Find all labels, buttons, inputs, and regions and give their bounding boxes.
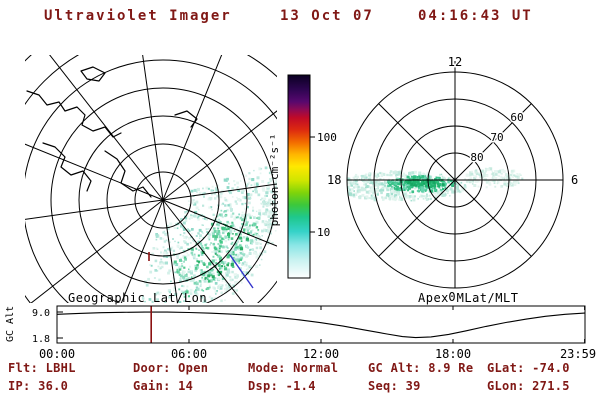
status-glat: GLat: -74.0 [487, 361, 570, 375]
strip-ytick-1.8: 1.8 [32, 334, 50, 345]
geo-aurora-layer [141, 166, 277, 303]
status-glon: GLon: 271.5 [487, 379, 570, 393]
mlat-label-80: 80 [470, 151, 483, 164]
left-panel-caption: Geographic Lat/Lon [68, 291, 208, 305]
status-ip: IP: 36.0 [8, 379, 69, 393]
colorbar-units-label: photon cm⁻²s⁻¹ [268, 134, 281, 227]
status-door: Door: Open [133, 361, 209, 375]
xtick-2359: 23:59 [560, 347, 596, 361]
geo-grid-layer [25, 55, 277, 303]
mlt-label-6: 6 [571, 173, 578, 187]
strip-frame [56, 305, 586, 344]
mlt-grid-layer [346, 61, 564, 289]
geographic-polar-map [25, 55, 277, 303]
status-mode: Mode: Normal [248, 361, 339, 375]
strip-ytick-9: 9.0 [32, 308, 50, 319]
colorbar-tick-label-10: 10 [317, 226, 330, 239]
right-panel-caption: Apex MLat/MLT [418, 291, 519, 305]
mlat-label-70: 70 [490, 131, 503, 144]
strip-ylabel: GC Alt [5, 306, 16, 342]
mlt-label-18: 18 [327, 173, 341, 187]
apex-mlt-polar-plot: 12 18 6 0 60 70 80 [326, 55, 580, 306]
xtick-0600: 06:00 [171, 347, 207, 361]
app-title: Ultraviolet Imager [44, 8, 232, 24]
status-dsp: Dsp: -1.4 [248, 379, 316, 393]
altitude-strip-chart: GC Alt 9.0 1.8 00:00 06:00 12:00 18:00 2… [5, 305, 596, 361]
xtick-1200: 12:00 [303, 347, 339, 361]
xtick-0000: 00:00 [39, 347, 75, 361]
mlt-label-0: 0 [448, 290, 455, 304]
mlat-label-60: 60 [510, 111, 523, 124]
colorbar-tick-label-100: 100 [317, 131, 337, 144]
mlt-label-12: 12 [448, 55, 462, 69]
header-date: 13 Oct 07 [280, 8, 374, 24]
header-time: 04:16:43 UT [418, 8, 533, 24]
status-flt: Flt: LBHL [8, 361, 76, 375]
xtick-1800: 18:00 [435, 347, 471, 361]
colorbar: photon cm⁻²s⁻¹ 100 10 [268, 74, 337, 279]
status-gcalt: GC Alt: 8.9 Re [368, 361, 474, 375]
status-seq: Seq: 39 [368, 379, 421, 393]
status-gain: Gain: 14 [133, 379, 194, 393]
colorbar-gradient [287, 74, 311, 279]
strip-plot-layer [56, 306, 586, 343]
